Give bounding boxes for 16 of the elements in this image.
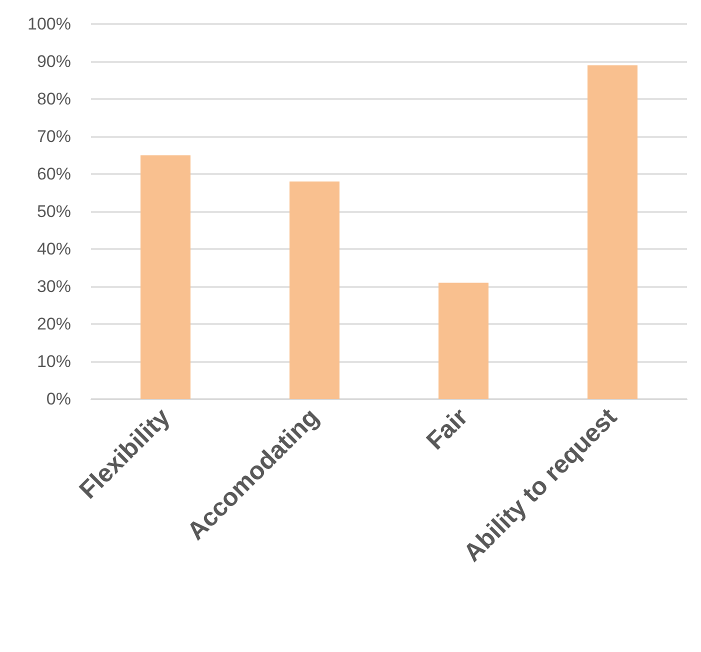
y-tick-label: 0% (46, 390, 71, 408)
y-tick-label: 80% (36, 90, 71, 108)
bar (290, 182, 340, 399)
bar (438, 282, 488, 399)
y-tick-label: 90% (36, 52, 71, 71)
y-tick-label: 40% (36, 240, 71, 258)
x-tick-label: Fair (421, 402, 474, 456)
y-tick-label: 30% (36, 277, 71, 296)
y-tick-label: 50% (36, 202, 71, 221)
y-tick-label: 100% (28, 14, 71, 34)
y-tick-label: 10% (36, 352, 71, 371)
bar (140, 155, 190, 399)
y-tick-label: 70% (36, 127, 71, 146)
y-tick-label: 60% (36, 164, 71, 184)
bar (588, 65, 638, 399)
y-tick-label: 20% (36, 314, 71, 334)
